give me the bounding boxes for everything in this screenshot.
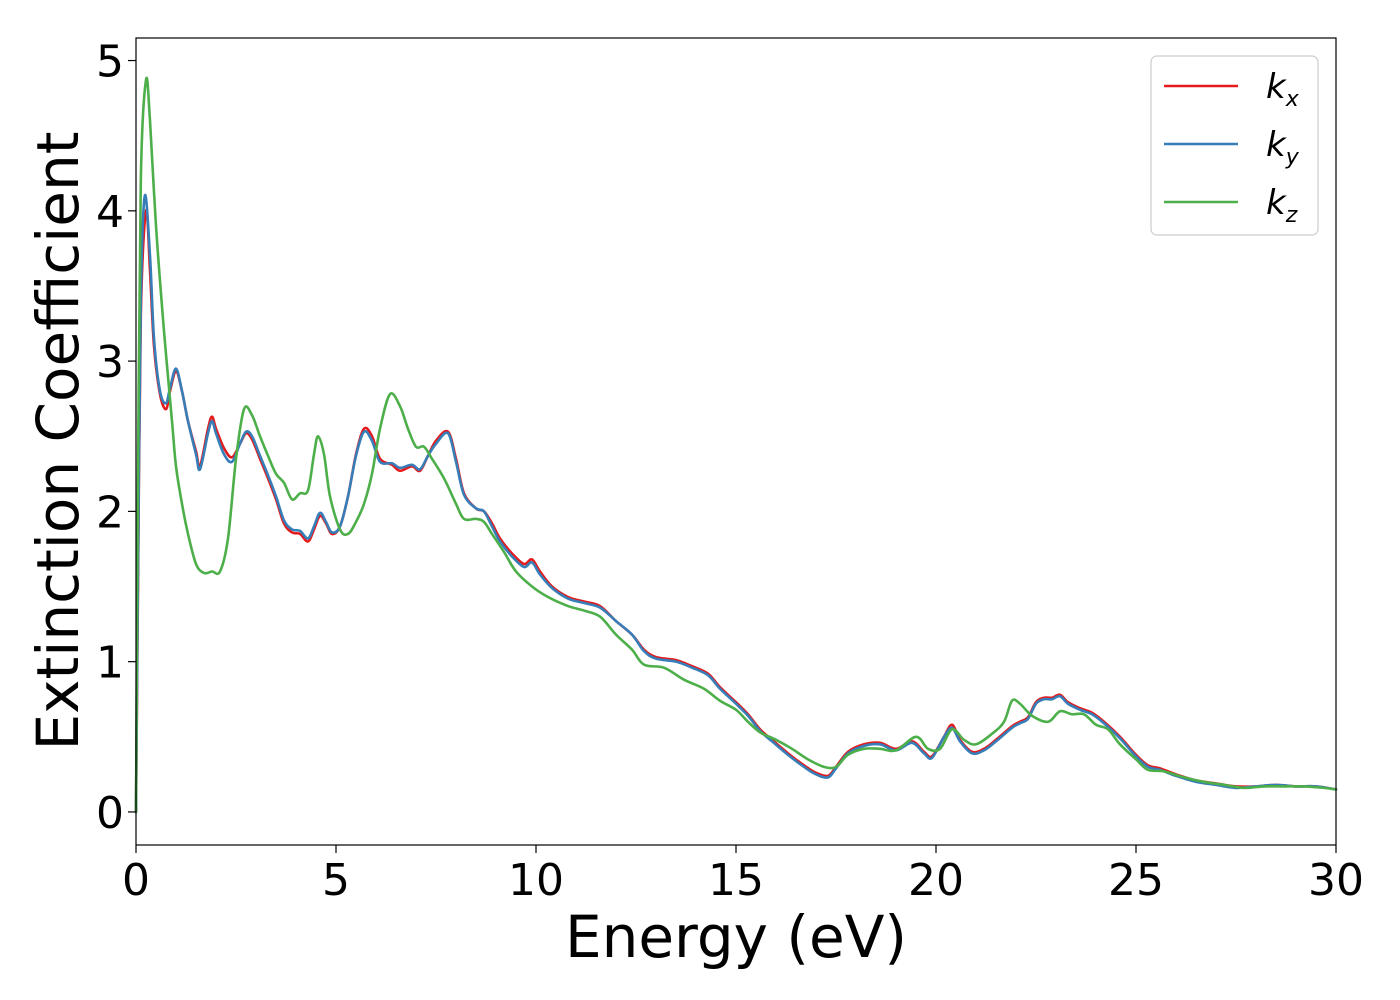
y-axis-title: Extinction Coefficient bbox=[24, 132, 92, 751]
legend-label-kz: kz bbox=[1266, 183, 1298, 228]
x-axis-title: Energy (eV) bbox=[565, 903, 907, 971]
x-tick-label: 20 bbox=[908, 855, 964, 906]
series-line-ky bbox=[134, 193, 1338, 814]
series-line-kx bbox=[134, 208, 1338, 814]
legend: kx ky kz bbox=[1150, 55, 1319, 236]
x-axis-ticks: 0 5 10 15 20 25 30 bbox=[122, 845, 1364, 906]
series-line-kz bbox=[134, 76, 1338, 814]
series-layer bbox=[134, 76, 1338, 814]
y-tick-label: 5 bbox=[96, 37, 124, 88]
y-tick-label: 3 bbox=[96, 337, 124, 388]
y-tick-label: 1 bbox=[96, 638, 124, 689]
legend-label-ky: ky bbox=[1266, 125, 1300, 170]
y-tick-label: 4 bbox=[96, 187, 124, 238]
x-tick-label: 30 bbox=[1308, 855, 1364, 906]
x-tick-label: 5 bbox=[322, 855, 350, 906]
legend-box bbox=[1150, 55, 1319, 236]
x-tick-label: 10 bbox=[508, 855, 564, 906]
x-tick-label: 15 bbox=[708, 855, 764, 906]
y-tick-label: 2 bbox=[96, 487, 124, 538]
x-tick-label: 25 bbox=[1108, 855, 1164, 906]
y-axis-ticks: 0 1 2 3 4 5 bbox=[96, 37, 136, 839]
y-tick-label: 0 bbox=[96, 788, 124, 839]
x-tick-label: 0 bbox=[122, 855, 150, 906]
legend-label-kx: kx bbox=[1266, 67, 1300, 112]
